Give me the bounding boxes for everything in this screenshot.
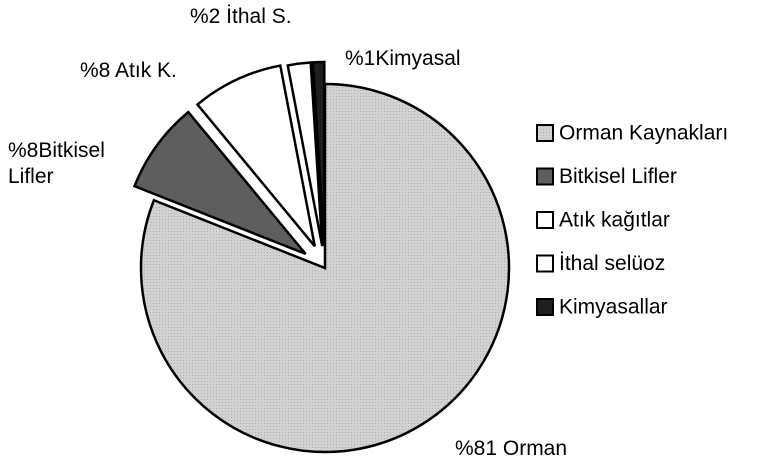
- legend-label: Orman Kaynakları: [559, 122, 728, 145]
- pie-slice: [132, 110, 307, 256]
- data-label: %8 Atık K.: [80, 59, 177, 82]
- legend-label: İthal selüoz: [559, 252, 665, 275]
- data-label: %81 Orman: [455, 437, 568, 460]
- data-label: %8Bitkisel Lifler: [8, 139, 105, 188]
- legend-label: Kimyasallar: [559, 296, 668, 319]
- pie-slice: [311, 60, 326, 247]
- legend-swatch: [536, 211, 554, 229]
- legend-label: Bitkisel Lifler: [559, 165, 677, 188]
- pie-slice: [139, 82, 511, 454]
- legend-swatch: [536, 298, 554, 316]
- legend-swatch: [536, 124, 554, 142]
- legend-swatch: [536, 167, 554, 186]
- data-label: %1Kimyasal: [345, 47, 461, 70]
- pie-slice: [286, 61, 324, 247]
- data-label: %2 İthal S.: [190, 5, 292, 28]
- legend-swatch: [536, 254, 554, 273]
- pie-slice: [195, 64, 317, 248]
- legend-label: Atık kağıtlar: [559, 209, 670, 232]
